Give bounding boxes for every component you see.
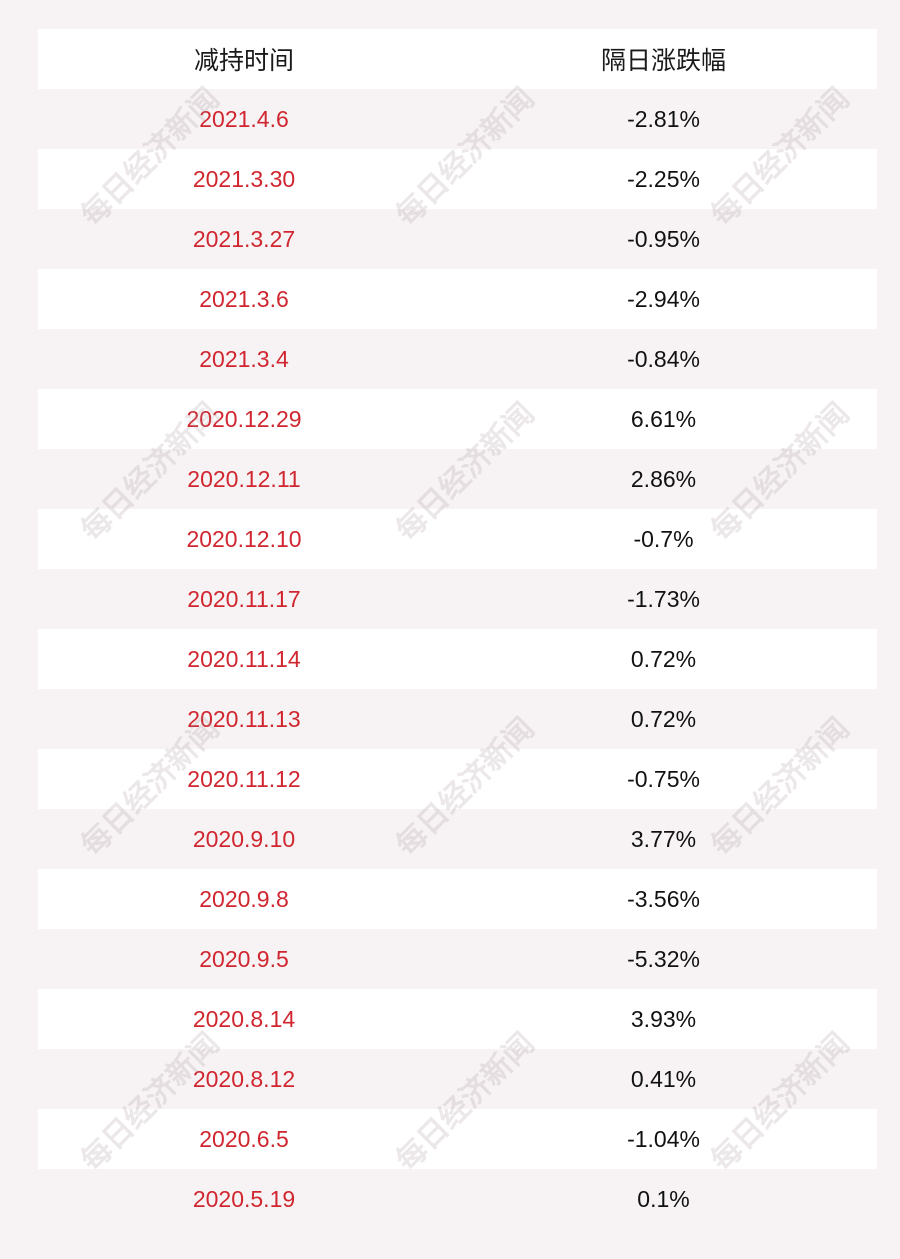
date-cell: 2020.12.10	[186, 525, 302, 552]
date-cell: 2021.3.30	[192, 165, 296, 192]
date-cell: 2020.5.19	[192, 1185, 296, 1212]
change-cell: -0.7%	[633, 525, 694, 552]
change-cell: -1.04%	[627, 1125, 700, 1152]
date-cell: 2021.4.6	[199, 105, 289, 132]
date-cell: 2020.11.12	[187, 765, 301, 792]
table-row: 2020.5.19 0.1%	[38, 1169, 877, 1229]
table-row: 2020.8.14 3.93%	[38, 989, 877, 1049]
date-cell: 2020.8.12	[192, 1065, 296, 1092]
table-row: 2020.6.5 -1.04%	[38, 1109, 877, 1169]
change-cell: 0.72%	[630, 645, 697, 672]
change-cell: 3.77%	[630, 825, 697, 852]
date-cell: 2020.9.10	[192, 825, 296, 852]
table-row: 2021.3.30 -2.25%	[38, 149, 877, 209]
change-cell: 6.61%	[630, 405, 697, 432]
table-row: 2020.12.11 2.86%	[38, 449, 877, 509]
change-cell: 0.41%	[630, 1065, 697, 1092]
date-cell: 2020.11.17	[187, 585, 301, 612]
date-cell: 2020.12.11	[187, 465, 301, 492]
date-cell: 2021.3.27	[192, 225, 296, 252]
date-cell: 2020.12.29	[186, 405, 302, 432]
table-row: 2020.12.29 6.61%	[38, 389, 877, 449]
change-cell: -0.75%	[627, 765, 700, 792]
change-cell: 0.1%	[637, 1185, 690, 1212]
change-cell: -2.25%	[627, 165, 700, 192]
change-cell: -0.95%	[627, 225, 700, 252]
table-row: 2020.9.5 -5.32%	[38, 929, 877, 989]
date-cell: 2020.11.14	[187, 645, 301, 672]
change-cell: -0.84%	[627, 345, 700, 372]
date-cell: 2020.9.8	[199, 885, 289, 912]
table-row: 2021.4.6 -2.81%	[38, 89, 877, 149]
date-cell: 2020.8.14	[192, 1005, 296, 1032]
header-date: 减持时间	[193, 47, 294, 75]
change-cell: 0.72%	[630, 705, 697, 732]
change-cell: 3.93%	[630, 1005, 697, 1032]
table-row: 2020.8.12 0.41%	[38, 1049, 877, 1109]
header-change: 隔日涨跌幅	[600, 47, 726, 75]
table-row: 2020.9.8 -3.56%	[38, 869, 877, 929]
table-row: 2021.3.4 -0.84%	[38, 329, 877, 389]
table-row: 2020.11.13 0.72%	[38, 689, 877, 749]
table-row: 2020.11.14 0.72%	[38, 629, 877, 689]
change-cell: 2.86%	[630, 465, 697, 492]
change-cell: -5.32%	[627, 945, 700, 972]
table-row: 2020.12.10 -0.7%	[38, 509, 877, 569]
table-row: 2020.9.10 3.77%	[38, 809, 877, 869]
table-row: 2021.3.27 -0.95%	[38, 209, 877, 269]
change-cell: -2.94%	[627, 285, 700, 312]
date-cell: 2021.3.6	[199, 285, 289, 312]
change-cell: -1.73%	[627, 585, 700, 612]
table-row: 2020.11.12 -0.75%	[38, 749, 877, 809]
data-table: 减持时间 隔日涨跌幅 2021.4.6 -2.81% 2021.3.30 -2.25…	[38, 29, 877, 1229]
table-header: 减持时间 隔日涨跌幅	[38, 29, 877, 89]
date-cell: 2020.6.5	[199, 1125, 289, 1152]
date-cell: 2020.9.5	[199, 945, 289, 972]
table-row: 2021.3.6 -2.94%	[38, 269, 877, 329]
table-row: 2020.11.17 -1.73%	[38, 569, 877, 629]
change-cell: -2.81%	[627, 105, 700, 132]
date-cell: 2020.11.13	[187, 705, 301, 732]
change-cell: -3.56%	[627, 885, 700, 912]
date-cell: 2021.3.4	[199, 345, 289, 372]
